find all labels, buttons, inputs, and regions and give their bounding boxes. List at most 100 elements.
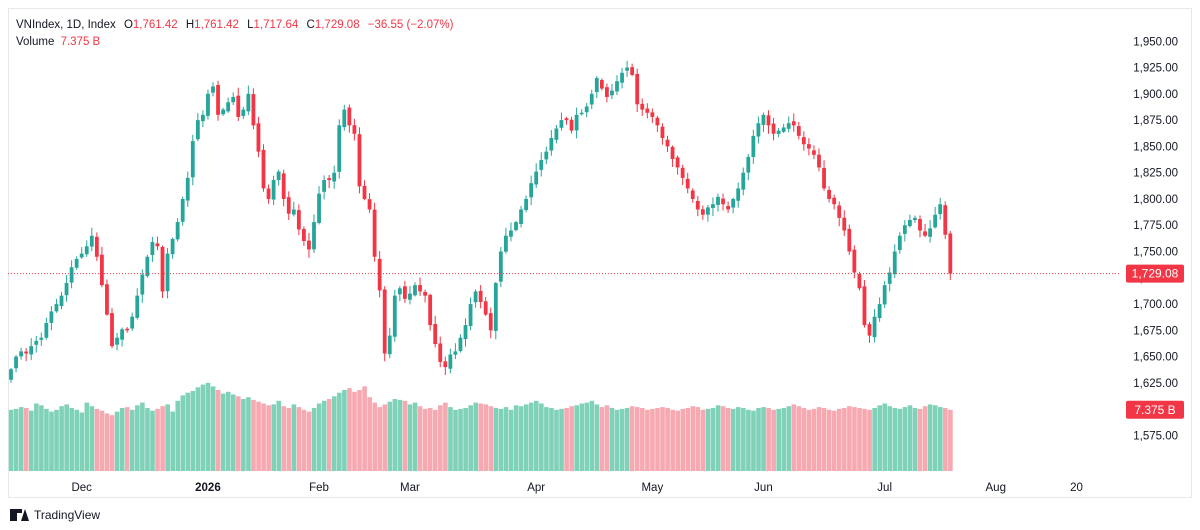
- volume-bar: [311, 408, 317, 471]
- volume-bar: [746, 409, 751, 471]
- candle-body: [362, 185, 367, 199]
- candle-body: [428, 294, 433, 326]
- volume-value: 7.375 B: [60, 36, 101, 48]
- candle-body: [711, 204, 715, 208]
- candle-body: [599, 80, 604, 89]
- time-tick-label: Feb: [309, 482, 329, 494]
- candle-body: [822, 167, 826, 189]
- volume-bar: [796, 406, 802, 471]
- volume-bar: [266, 405, 271, 471]
- volume-bar: [39, 405, 44, 471]
- candle-body: [882, 285, 887, 305]
- candle-body: [190, 141, 195, 178]
- price-tick-label: 1,775.00: [1133, 220, 1178, 232]
- volume-bar: [119, 408, 125, 471]
- volume-bar: [402, 400, 408, 471]
- candle-body: [29, 346, 34, 355]
- volume-bar: [367, 397, 372, 471]
- price-tick-label: 1,875.00: [1133, 115, 1178, 127]
- candle-body: [458, 337, 463, 352]
- volume-bar: [59, 406, 64, 471]
- time-tick-label: May: [641, 482, 663, 494]
- candle-body: [645, 108, 650, 113]
- candlestick-chart[interactable]: 1,950.00 1,925.00 1,900.00 1,875.00 1,850.00…: [8, 8, 1192, 498]
- candle-body: [554, 128, 559, 140]
- volume-bar: [564, 408, 569, 471]
- volume-bar: [882, 403, 888, 471]
- volume-bar: [554, 409, 559, 471]
- volume-bar: [241, 399, 246, 471]
- volume-bar: [660, 407, 665, 471]
- volume-bar: [705, 408, 711, 471]
- candle-body: [579, 112, 584, 115]
- volume-bar: [488, 406, 494, 471]
- volume-bar: [650, 408, 655, 471]
- volume-bar: [544, 407, 549, 471]
- candle-body: [115, 337, 119, 345]
- volume-bar: [306, 411, 312, 471]
- volume-bar: [781, 408, 787, 471]
- volume-bar: [862, 408, 867, 471]
- volume-bar: [791, 404, 797, 471]
- price-tick-label: 1,950.00: [1133, 36, 1178, 48]
- candle-body: [892, 251, 897, 275]
- volume-bar: [94, 408, 100, 471]
- candle-body: [620, 72, 624, 83]
- candle-body: [574, 114, 579, 131]
- last-volume-tag: 7.375 B: [1126, 400, 1184, 419]
- candle-body: [771, 123, 776, 134]
- candle-body: [726, 205, 730, 210]
- candle-body: [862, 286, 867, 326]
- volume-bar: [806, 409, 812, 471]
- candle-body: [857, 274, 862, 289]
- volume-bar: [624, 408, 630, 471]
- candle-body: [9, 369, 13, 380]
- volume-bar: [872, 408, 877, 471]
- candle-body: [165, 253, 170, 292]
- volume-bar: [135, 405, 140, 471]
- volume-bar: [907, 405, 913, 471]
- volume-bar: [170, 411, 175, 471]
- volume-bar: [508, 409, 514, 471]
- tradingview-logo-icon: [10, 509, 29, 521]
- volume-bar: [710, 408, 716, 471]
- candle-body: [236, 95, 241, 117]
- volume-bar: [54, 409, 59, 471]
- candle-body: [170, 238, 175, 255]
- volume-bar: [599, 407, 605, 471]
- candle-body: [887, 272, 892, 284]
- volume-bar: [680, 408, 686, 471]
- candle-body: [312, 222, 316, 250]
- symbol-title[interactable]: VNIndex, 1D, Index: [16, 19, 116, 31]
- candle-body: [665, 139, 670, 147]
- volume-bar: [690, 406, 696, 471]
- volume-bar: [842, 408, 847, 471]
- volume-bar: [685, 408, 691, 471]
- volume-bar: [397, 399, 403, 471]
- volume-bar: [74, 409, 80, 471]
- candle-body: [746, 156, 751, 173]
- candle-body: [534, 171, 539, 185]
- candle-body: [59, 295, 64, 307]
- candle-body: [700, 209, 705, 215]
- candle-body: [39, 337, 44, 340]
- volume-bar: [291, 404, 297, 471]
- candle-body: [897, 235, 902, 251]
- candle-body: [408, 293, 412, 300]
- candle-body: [291, 209, 296, 215]
- price-tick-label: 1,750.00: [1133, 247, 1178, 259]
- volume-bar: [256, 401, 261, 471]
- candle-body: [483, 301, 488, 315]
- volume-bar: [473, 402, 478, 471]
- volume-bar: [498, 408, 504, 471]
- volume-bar: [190, 390, 196, 471]
- candle-body: [357, 134, 362, 187]
- candle-body: [24, 351, 29, 354]
- candle-body: [397, 288, 402, 295]
- footer-brand[interactable]: TradingView: [10, 508, 100, 522]
- candle-body: [948, 233, 953, 274]
- volume-label[interactable]: Volume: [16, 36, 55, 48]
- candle-body: [817, 154, 821, 168]
- candle-body: [721, 198, 725, 205]
- volume-bar: [145, 408, 150, 471]
